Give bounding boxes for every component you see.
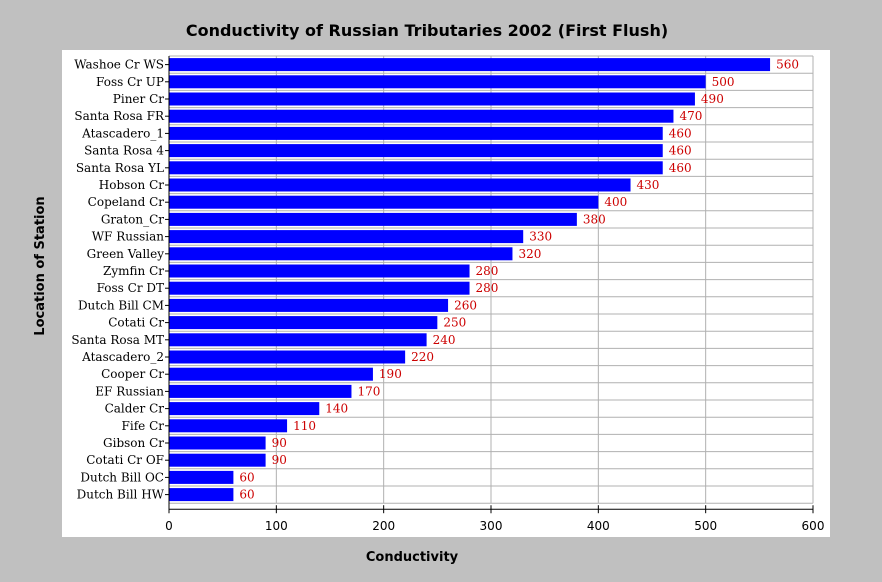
bar [169,75,706,89]
bar [169,333,427,347]
value-label: 280 [476,264,499,278]
bar [169,419,288,433]
category-label: Santa Rosa FR [74,109,165,123]
bar [169,92,695,106]
category-label: Santa Rosa MT [71,333,164,347]
category-label: Graton_Cr [101,212,164,226]
bar [169,58,771,72]
category-label: Cooper Cr [101,367,164,381]
bar [169,402,320,416]
category-label: Dutch Bill OC [80,470,164,484]
bar [169,298,449,312]
x-tick-label: 100 [265,519,288,533]
value-label: 460 [669,161,692,175]
category-label: Dutch Bill HW [77,488,165,502]
category-label: Santa Rosa YL [76,161,164,175]
category-label: Atascadero_1 [81,126,164,140]
bar [169,384,352,398]
value-label: 90 [272,436,287,450]
bar [169,144,663,158]
bar [169,126,663,140]
category-label: EF Russian [95,384,164,398]
bar [169,367,373,381]
bar [169,264,470,278]
value-label: 250 [443,316,466,330]
bar [169,178,631,192]
category-label: Foss Cr DT [97,281,164,295]
bar [169,109,674,123]
value-label: 90 [272,453,287,467]
x-tick-label: 600 [802,519,825,533]
category-label: Dutch Bill CM [78,298,164,312]
category-label: Washoe Cr WS [74,58,164,72]
axes: 0 100 200 300 400 500 600 [165,56,824,533]
category-label: Cotati Cr OF [86,453,164,467]
y-axis-label: Location of Station [33,196,48,335]
value-label: 60 [239,488,254,502]
bar [169,316,438,330]
category-label: Piner Cr [113,92,164,106]
category-label: Zymfin Cr [103,264,164,278]
bar [169,195,599,209]
bar [169,436,266,450]
value-label: 560 [776,58,799,72]
value-label: 330 [529,230,552,244]
value-label: 280 [476,281,499,295]
category-label: WF Russian [92,230,165,244]
value-label: 220 [411,350,434,364]
category-label: Santa Rosa 4 [84,144,164,158]
value-label: 260 [454,298,477,312]
bar [169,212,577,226]
value-label: 110 [293,419,316,433]
value-label: 60 [239,470,254,484]
category-label: Cotati Cr [108,316,164,330]
category-label: Gibson Cr [103,436,164,450]
bar [169,488,234,502]
value-label: 490 [701,92,724,106]
x-axis-label: Conductivity [366,550,459,565]
bar [169,281,470,295]
chart-title: Conductivity of Russian Tributaries 2002… [186,21,668,40]
value-label: 460 [669,144,692,158]
x-tick-label: 0 [165,519,173,533]
category-label: Green Valley [87,247,165,261]
x-tick-label: 500 [694,519,717,533]
category-label: Calder Cr [105,402,165,416]
category-label: Copeland Cr [88,195,165,209]
category-label: Atascadero_2 [81,350,164,364]
value-label: 400 [604,195,627,209]
category-label: Foss Cr UP [96,75,164,89]
category-label: Hobson Cr [99,178,164,192]
value-label: 240 [433,333,456,347]
value-label: 140 [325,402,348,416]
x-tick-label: 400 [587,519,610,533]
value-label: 500 [712,75,735,89]
value-label: 460 [669,126,692,140]
x-tick-label: 200 [372,519,395,533]
value-label: 430 [637,178,660,192]
value-label: 190 [379,367,402,381]
value-label: 320 [518,247,541,261]
bar [169,247,513,261]
value-label: 380 [583,212,606,226]
bar [169,453,266,467]
bars: Washoe Cr WS 560 Foss Cr UP 500 Piner Cr 490 S… [71,58,799,502]
bar [169,161,663,175]
grid [168,55,814,504]
bar [169,350,406,364]
bar [169,230,524,244]
x-tick-label: 300 [480,519,503,533]
value-label: 470 [679,109,702,123]
category-label: Fife Cr [122,419,165,433]
bar [169,470,234,484]
value-label: 170 [357,384,380,398]
